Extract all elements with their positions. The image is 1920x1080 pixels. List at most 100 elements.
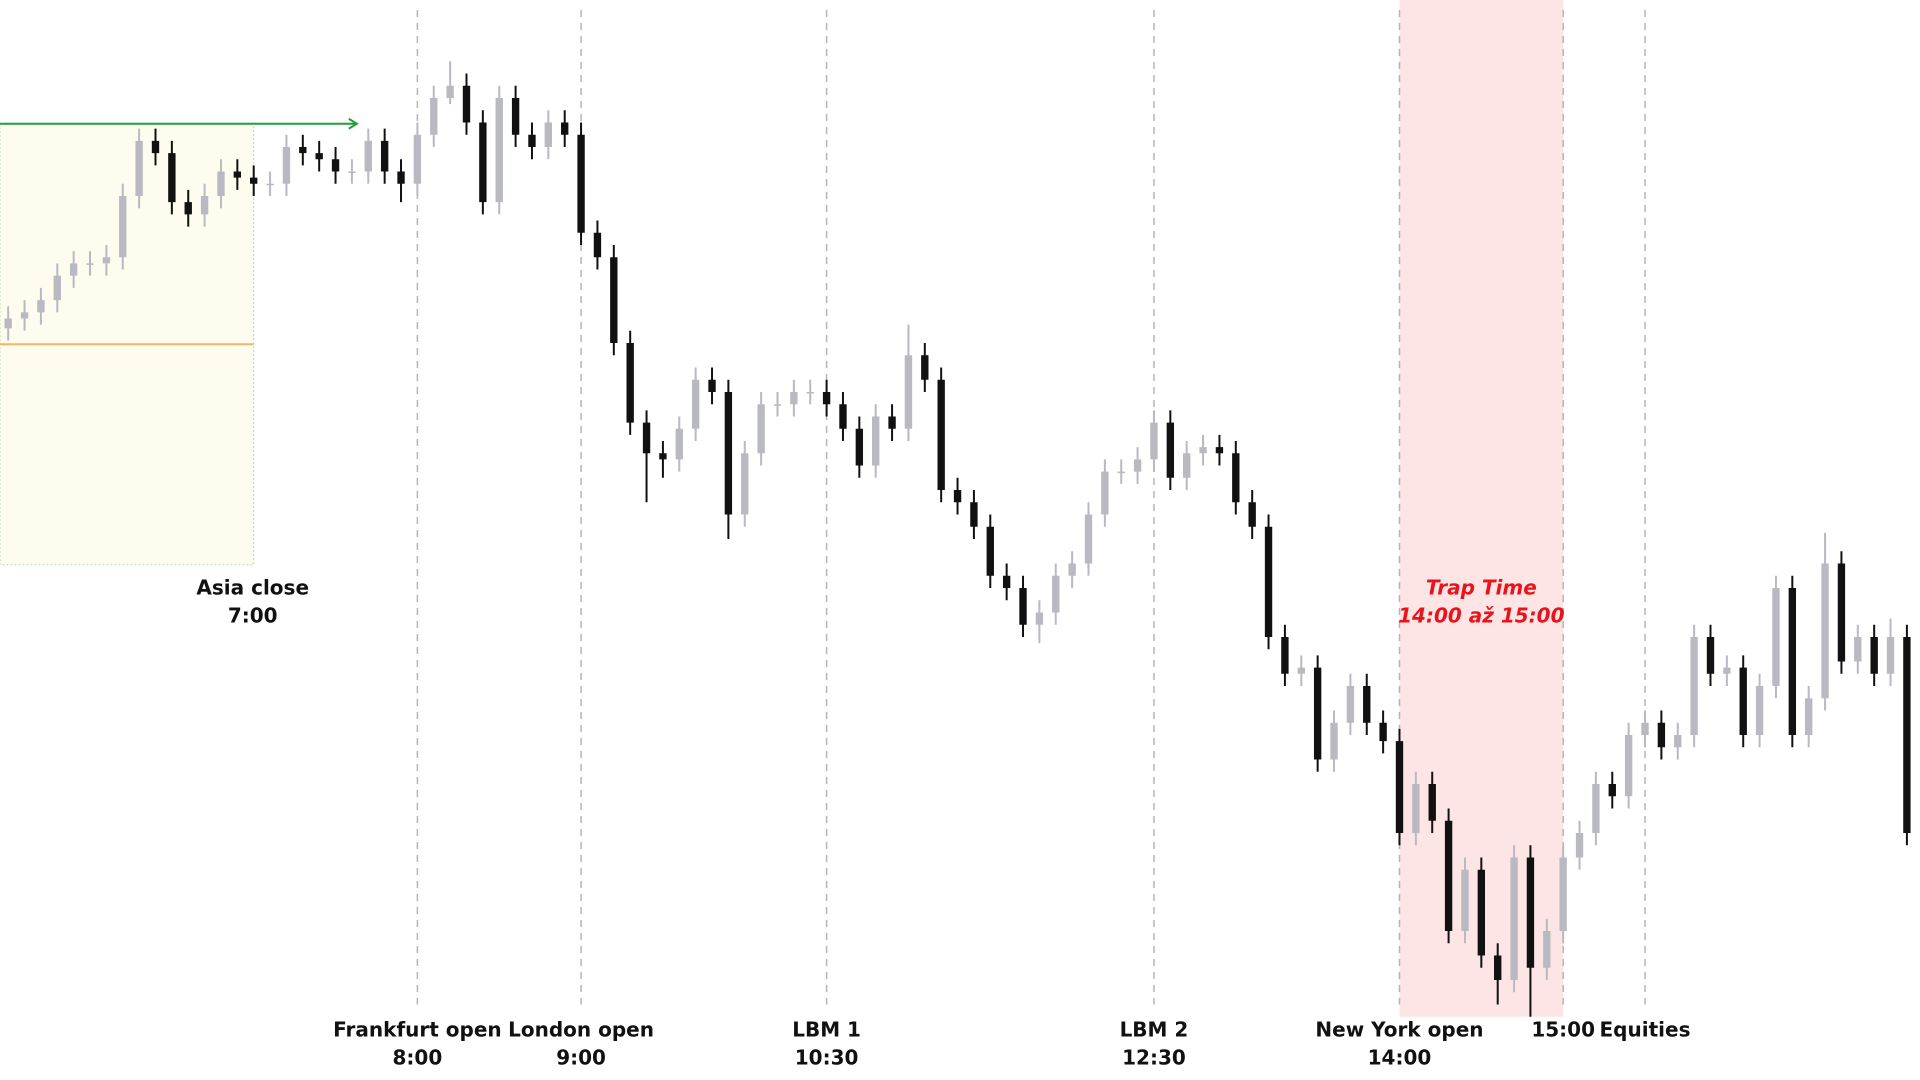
session-time: 12:30 <box>1122 1046 1186 1070</box>
session-label: London open <box>508 1018 654 1042</box>
candle-body <box>1608 784 1616 797</box>
candle-body <box>921 355 929 380</box>
candle-body <box>1068 563 1076 576</box>
candle-body <box>822 392 831 405</box>
candle-body <box>1428 784 1436 821</box>
candle-body <box>380 140 389 172</box>
asia-label: Asia close <box>196 576 309 600</box>
candle-body <box>1183 453 1191 478</box>
candle-body <box>986 526 994 576</box>
candle-body <box>1412 784 1420 833</box>
candle-body <box>577 134 585 233</box>
candle-body <box>1821 563 1829 699</box>
candle-body <box>593 232 602 258</box>
candle-body <box>430 98 438 135</box>
candle-body <box>1346 686 1355 723</box>
candle-body <box>102 257 111 264</box>
session-label: Equities <box>1600 1018 1691 1042</box>
candle-body <box>528 134 536 147</box>
candle-body <box>4 318 12 329</box>
candle-body <box>1886 637 1895 674</box>
candle-body <box>200 196 209 215</box>
candle-body <box>86 263 94 265</box>
candle-body <box>1772 588 1780 686</box>
candle-body <box>1117 471 1125 474</box>
candle-body <box>1052 575 1060 613</box>
candle-body <box>135 140 143 196</box>
session-time: 14:00 <box>1368 1046 1432 1070</box>
candle-body <box>1690 637 1698 735</box>
candle-body <box>1592 784 1600 833</box>
candle-body <box>970 502 978 527</box>
candle-body <box>348 171 356 173</box>
candle-body <box>1657 722 1666 748</box>
candle-body <box>1248 502 1256 527</box>
candle-body <box>1232 453 1240 503</box>
candle-body <box>168 153 176 203</box>
candle-body <box>659 453 667 460</box>
candle-body <box>790 392 798 405</box>
candle-body <box>1035 612 1044 625</box>
candle-body <box>724 392 733 515</box>
candle-body <box>282 147 291 184</box>
trap-zone <box>1399 0 1564 1017</box>
candle-body <box>331 159 340 172</box>
candle-body <box>413 134 422 184</box>
trap-label: Trap Time <box>1426 576 1537 600</box>
candle-body <box>511 98 520 135</box>
candle-body <box>1101 471 1109 515</box>
candle-body <box>1330 722 1338 760</box>
candle-body <box>250 177 258 184</box>
candle-body <box>1755 686 1764 735</box>
candle-body <box>1674 735 1682 748</box>
candle-body <box>757 404 765 454</box>
candle-body <box>1002 575 1011 588</box>
candle-body <box>626 343 634 423</box>
candle-body <box>364 140 372 172</box>
candle-body <box>855 428 864 466</box>
candle-body <box>1133 459 1142 472</box>
candle-body <box>446 85 454 98</box>
candle-body <box>1870 637 1878 674</box>
session-time: 10:30 <box>795 1046 859 1070</box>
candle-body <box>773 404 782 406</box>
trap-text: 14:00 až 15:00 <box>1398 604 1564 628</box>
candle-body <box>1166 422 1175 478</box>
candle-body <box>1624 735 1633 797</box>
candle-body <box>904 355 913 429</box>
candle-body <box>708 379 716 392</box>
candle-body <box>1461 869 1469 931</box>
candle-body <box>119 196 127 258</box>
candle-body <box>888 416 896 429</box>
session-time: 8:00 <box>393 1046 443 1070</box>
candle-body <box>1264 526 1273 637</box>
candle-body <box>53 275 61 301</box>
candle-body <box>1510 857 1518 980</box>
candle-body <box>1805 698 1813 735</box>
candle-body <box>1543 931 1551 968</box>
candle-body <box>1084 514 1093 564</box>
candle-body <box>1641 722 1649 735</box>
candle-body <box>1477 869 1486 956</box>
candle-body <box>1215 447 1224 454</box>
candle-body <box>544 122 553 147</box>
candle-body <box>1854 637 1862 662</box>
level-arrow <box>348 117 359 130</box>
candle-body <box>266 183 274 186</box>
candle-body <box>1494 955 1502 980</box>
candle-body <box>1363 686 1371 723</box>
session-label: LBM 1 <box>792 1018 861 1042</box>
candle-body <box>1395 741 1404 833</box>
candle-body <box>1379 722 1387 742</box>
candle-body <box>151 140 160 154</box>
candle-body <box>315 153 323 160</box>
candle-body <box>642 422 651 454</box>
candle-body <box>1526 857 1535 968</box>
candle-body <box>1444 820 1453 931</box>
candle-body <box>1739 667 1747 735</box>
candle-body <box>495 98 503 203</box>
candle-body <box>20 312 29 319</box>
candle-body <box>1199 447 1207 454</box>
candle-body <box>675 428 683 460</box>
